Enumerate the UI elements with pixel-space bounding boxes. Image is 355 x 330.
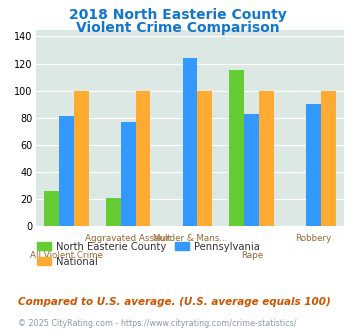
Bar <box>244 114 259 226</box>
Legend: North Easterie County, National, Pennsylvania: North Easterie County, National, Pennsyl… <box>33 238 263 271</box>
Bar <box>44 191 59 226</box>
Bar <box>74 91 89 226</box>
Text: Compared to U.S. average. (U.S. average equals 100): Compared to U.S. average. (U.S. average … <box>18 297 331 307</box>
Bar <box>197 91 212 226</box>
Text: 2018 North Easterie County: 2018 North Easterie County <box>69 8 286 22</box>
Text: Murder & Mans...: Murder & Mans... <box>153 234 227 243</box>
Text: Violent Crime Comparison: Violent Crime Comparison <box>76 21 279 35</box>
Bar <box>306 104 321 226</box>
Text: © 2025 CityRating.com - https://www.cityrating.com/crime-statistics/: © 2025 CityRating.com - https://www.city… <box>18 319 296 328</box>
Bar <box>59 116 74 226</box>
Text: Robbery: Robbery <box>295 234 332 243</box>
Bar <box>321 91 336 226</box>
Bar <box>106 198 121 226</box>
Bar <box>136 91 151 226</box>
Text: Aggravated Assault: Aggravated Assault <box>85 234 171 243</box>
Bar <box>259 91 274 226</box>
Bar <box>121 122 136 226</box>
Bar <box>229 70 244 226</box>
Text: Rape: Rape <box>241 251 263 260</box>
Bar <box>182 58 197 226</box>
Text: All Violent Crime: All Violent Crime <box>30 251 103 260</box>
